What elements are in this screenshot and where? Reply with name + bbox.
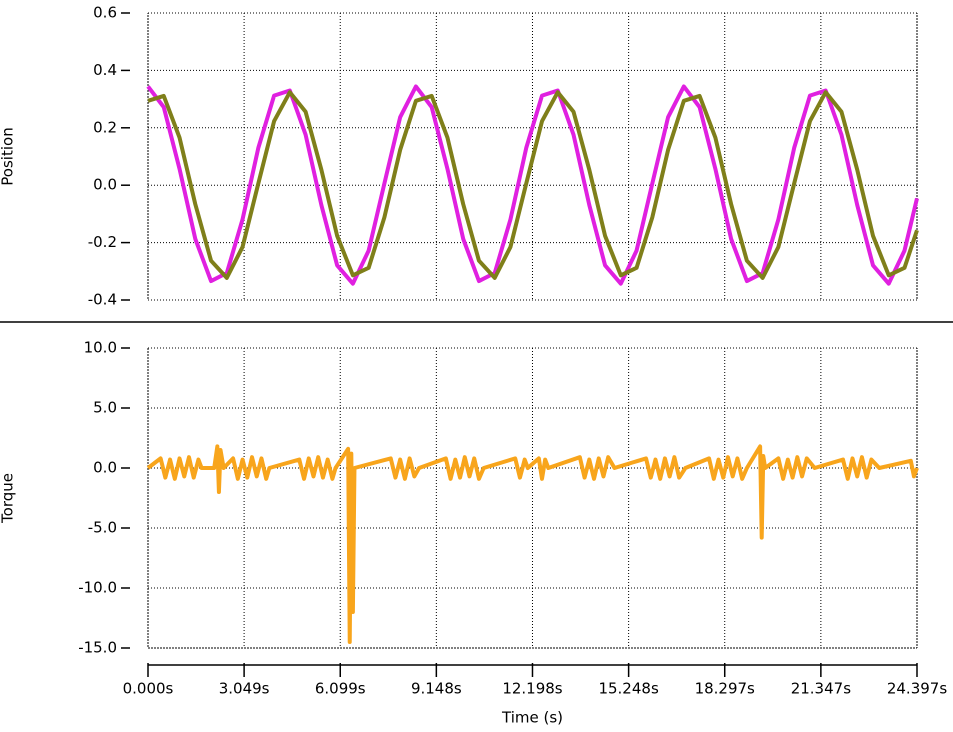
y-tick-label: 0.4	[93, 61, 117, 79]
y-tick-label: 0.2	[93, 118, 117, 136]
x-tick-label: 24.397s	[887, 680, 947, 698]
data-line	[146, 84, 919, 286]
y-tick-label: 5.0	[93, 399, 117, 417]
data-line	[147, 90, 919, 280]
x-tick-label: 6.099s	[315, 680, 366, 698]
y-tick-label: 10.0	[84, 339, 117, 357]
x-axis-label: Time (s)	[501, 709, 563, 727]
x-tick-label: 15.248s	[598, 680, 658, 698]
y-tick-label: 0.6	[93, 4, 117, 22]
y-axis-label: Torque	[0, 473, 17, 524]
y-tick-label: -0.2	[88, 233, 117, 251]
data-line	[146, 444, 919, 644]
x-tick-label: 3.049s	[219, 680, 270, 698]
y-tick-label: 0.0	[93, 176, 117, 194]
x-tick-label: 21.347s	[791, 680, 851, 698]
y-axis-label: Position	[0, 127, 17, 185]
x-tick-label: 9.148s	[411, 680, 462, 698]
x-tick-label: 18.297s	[695, 680, 755, 698]
x-tick-label: 12.198s	[502, 680, 562, 698]
x-tick-label: 0.000s	[123, 680, 174, 698]
y-tick-label: 0.0	[93, 459, 117, 477]
y-tick-label: -0.4	[88, 291, 117, 309]
y-tick-label: -15.0	[78, 639, 117, 657]
y-tick-label: -10.0	[78, 579, 117, 597]
y-tick-label: -5.0	[88, 519, 117, 537]
